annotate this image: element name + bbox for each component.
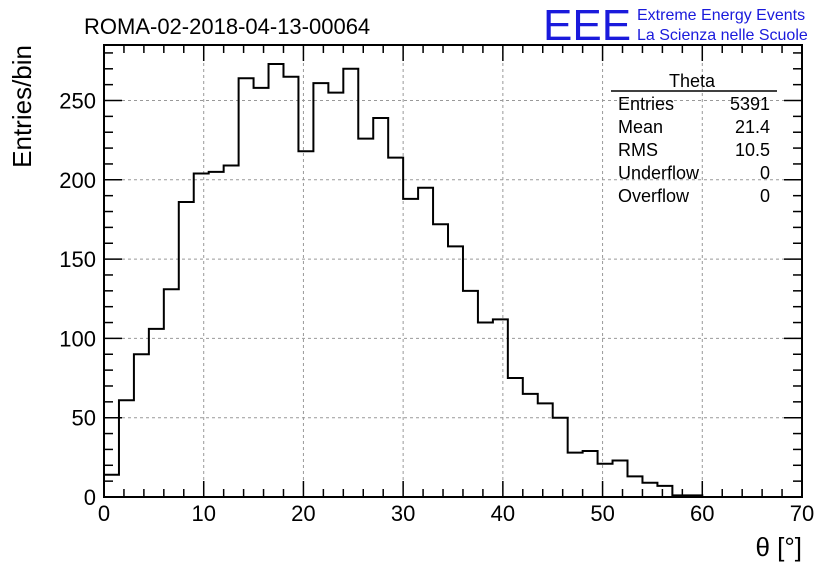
stats-row-label: RMS [618,140,658,160]
stats-row-label: Mean [618,117,663,137]
eee-logo: EEE Extreme Energy Events La Scienza nel… [543,1,808,50]
eee-logo-line2: La Scienza nelle Scuole [637,27,808,44]
y-tick-label: 100 [59,326,96,351]
stats-row-value: 5391 [730,94,770,114]
stats-box-rows: Entries 5391 Mean 21.4 RMS 10.5 Underflow 0 Over… [618,94,770,206]
stats-row-label: Entries [618,94,674,114]
grid-lines [104,45,802,497]
y-tick-label: 250 [59,89,96,114]
y-tick-label: 200 [59,168,96,193]
x-axis-label: θ [°] [755,532,802,562]
plot-frame [103,44,803,498]
histogram-outline [103,63,704,497]
stats-row-value: 10.5 [735,140,770,160]
x-tick-label: 20 [291,501,315,526]
stats-row-value: 0 [760,163,770,183]
stats-box: Theta Entries 5391 Mean 21.4 RMS 10.5 Underflo… [611,71,777,206]
x-tick-label: 50 [590,501,614,526]
stats-row-value: 0 [760,186,770,206]
stats-row-label: Overflow [618,186,690,206]
chart-title: ROMA-02-2018-04-13-00064 [84,14,370,39]
x-tick-label: 10 [191,501,215,526]
x-tick-label: 30 [391,501,415,526]
y-tick-label: 0 [84,485,96,510]
x-tick-label: 0 [98,501,110,526]
y-axis-label: Entries/bin [7,45,37,168]
y-tick-labels: 0 50 100 150 200 250 [59,89,96,510]
x-tick-labels: 0 10 20 30 40 50 60 70 [98,501,814,526]
axis-ticks [103,45,803,498]
x-tick-label: 70 [790,501,814,526]
y-tick-label: 50 [72,406,96,431]
stats-row-value: 21.4 [735,117,770,137]
x-tick-label: 60 [690,501,714,526]
stats-box-title: Theta [669,71,716,91]
x-tick-label: 40 [491,501,515,526]
eee-logo-line1: Extreme Energy Events [637,7,805,24]
eee-logo-mark: EEE [543,1,631,50]
y-tick-label: 150 [59,247,96,272]
stats-row-label: Underflow [618,163,700,183]
